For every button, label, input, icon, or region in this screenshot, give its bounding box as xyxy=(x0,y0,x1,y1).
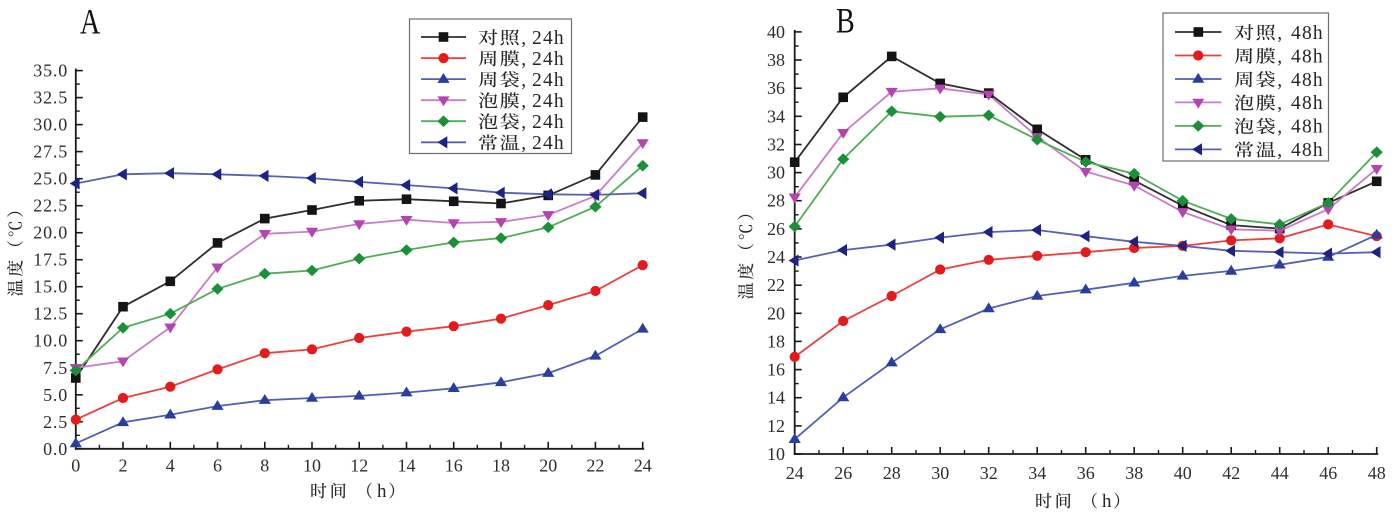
svg-text:48h: 48h xyxy=(1291,46,1324,67)
svg-text:32: 32 xyxy=(767,135,785,155)
svg-text:48h: 48h xyxy=(1291,140,1324,161)
svg-text:42: 42 xyxy=(1222,463,1240,483)
svg-text:,: , xyxy=(521,70,526,91)
svg-text:48h: 48h xyxy=(1291,93,1324,114)
svg-text:18: 18 xyxy=(767,331,785,351)
svg-text:h: h xyxy=(377,481,387,502)
svg-text:4: 4 xyxy=(166,456,175,476)
svg-text:48: 48 xyxy=(1368,463,1386,483)
svg-text:38: 38 xyxy=(767,50,785,70)
svg-text:27.5: 27.5 xyxy=(33,142,68,162)
svg-text:,: , xyxy=(521,112,526,133)
svg-text:25.0: 25.0 xyxy=(33,169,68,189)
svg-text:,: , xyxy=(521,133,526,154)
svg-text:24h: 24h xyxy=(532,49,565,70)
svg-text:A: A xyxy=(80,1,101,41)
svg-text:16: 16 xyxy=(445,456,463,476)
svg-text:7.5: 7.5 xyxy=(43,358,68,378)
svg-text:35.0: 35.0 xyxy=(33,61,68,81)
svg-text:34: 34 xyxy=(767,106,785,126)
svg-text:2.5: 2.5 xyxy=(43,412,68,432)
svg-text:,: , xyxy=(1277,93,1282,114)
svg-text:14: 14 xyxy=(398,456,416,476)
svg-text:,: , xyxy=(521,28,526,49)
svg-text:30: 30 xyxy=(931,463,949,483)
svg-text:10: 10 xyxy=(767,444,785,464)
svg-text:20: 20 xyxy=(539,456,557,476)
svg-text:6: 6 xyxy=(213,456,222,476)
svg-text:,: , xyxy=(1277,117,1282,138)
svg-text:48h: 48h xyxy=(1291,23,1324,44)
svg-text:28: 28 xyxy=(767,191,785,211)
svg-text:30.0: 30.0 xyxy=(33,115,68,135)
svg-text:28: 28 xyxy=(883,463,901,483)
svg-text:24: 24 xyxy=(634,456,652,476)
svg-text:20: 20 xyxy=(767,303,785,323)
svg-text:12.5: 12.5 xyxy=(33,304,68,324)
svg-text:24h: 24h xyxy=(532,28,565,49)
svg-text:24h: 24h xyxy=(532,70,565,91)
svg-text:,: , xyxy=(1277,23,1282,44)
svg-text:,: , xyxy=(1277,46,1282,67)
svg-text:h: h xyxy=(1102,491,1112,512)
svg-text:0: 0 xyxy=(71,456,80,476)
svg-text:18: 18 xyxy=(492,456,510,476)
svg-text:2: 2 xyxy=(119,456,128,476)
svg-text:36: 36 xyxy=(1077,463,1095,483)
svg-text:B: B xyxy=(836,0,855,40)
svg-text:22: 22 xyxy=(586,456,604,476)
svg-text:26: 26 xyxy=(834,463,852,483)
svg-text:20.0: 20.0 xyxy=(33,223,68,243)
svg-text:36: 36 xyxy=(767,78,785,98)
svg-text:,: , xyxy=(521,91,526,112)
svg-text:24: 24 xyxy=(786,463,804,483)
svg-text:40: 40 xyxy=(767,22,785,42)
svg-text:22.5: 22.5 xyxy=(33,196,68,216)
svg-text:32: 32 xyxy=(980,463,998,483)
svg-text:26: 26 xyxy=(767,219,785,239)
svg-text:10: 10 xyxy=(303,456,321,476)
svg-text:14: 14 xyxy=(767,388,785,408)
svg-text:8: 8 xyxy=(260,456,269,476)
svg-text:,: , xyxy=(1277,140,1282,161)
svg-text:24: 24 xyxy=(767,247,785,267)
svg-text:16: 16 xyxy=(767,360,785,380)
svg-text:40: 40 xyxy=(1174,463,1192,483)
svg-text:12: 12 xyxy=(767,416,785,436)
svg-text:48h: 48h xyxy=(1291,117,1324,138)
svg-text:44: 44 xyxy=(1271,463,1289,483)
svg-text:22: 22 xyxy=(767,275,785,295)
svg-text:24h: 24h xyxy=(532,91,565,112)
svg-text:15.0: 15.0 xyxy=(33,277,68,297)
svg-text:10.0: 10.0 xyxy=(33,331,68,351)
svg-text:,: , xyxy=(521,49,526,70)
svg-text:0.0: 0.0 xyxy=(43,439,68,459)
svg-text:34: 34 xyxy=(1028,463,1046,483)
svg-text:38: 38 xyxy=(1125,463,1143,483)
svg-text:,: , xyxy=(1277,70,1282,91)
svg-text:17.5: 17.5 xyxy=(33,250,68,270)
svg-text:12: 12 xyxy=(350,456,368,476)
svg-text:48h: 48h xyxy=(1291,70,1324,91)
svg-text:32.5: 32.5 xyxy=(33,88,68,108)
svg-text:24h: 24h xyxy=(532,112,565,133)
svg-text:5.0: 5.0 xyxy=(43,385,68,405)
svg-text:30: 30 xyxy=(767,163,785,183)
svg-text:46: 46 xyxy=(1319,463,1337,483)
svg-text:24h: 24h xyxy=(532,133,565,154)
